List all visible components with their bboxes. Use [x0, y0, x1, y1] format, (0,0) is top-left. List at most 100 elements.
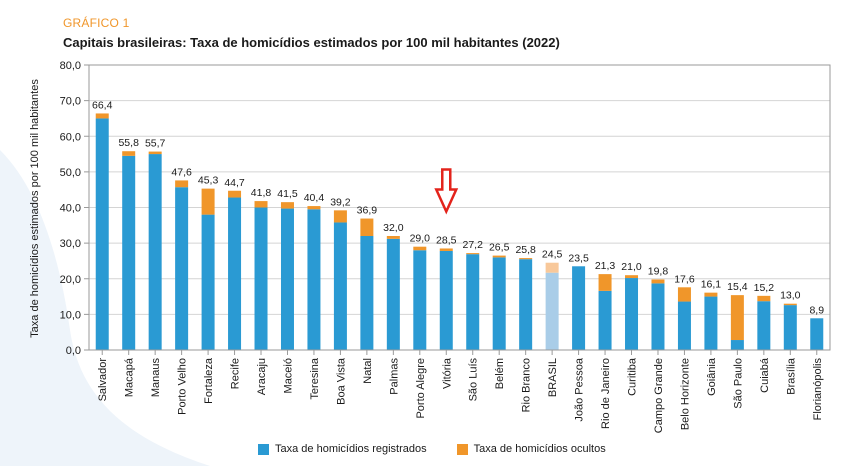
x-tick-label: João Pessoa [574, 357, 586, 421]
x-tick-label: Florianópolis [812, 358, 824, 421]
value-labels: 66,4 55,8 55,7 47,6 45,3 44,7 41,8 41,5 40,4 39,2… [92, 99, 824, 316]
value-label: 25,8 [515, 244, 536, 256]
bar-registrados [175, 187, 189, 350]
bar-registrados [254, 207, 268, 350]
x-tick-label: Teresina [309, 357, 321, 399]
bar-ocultos [704, 292, 718, 297]
x-tick-label: Maceió [282, 358, 294, 393]
x-tick-label: Goiânia [706, 357, 718, 396]
x-tick-label: Vitória [441, 357, 453, 389]
chart-kicker: GRÁFICO 1 [63, 16, 130, 30]
x-tick-label: Brasília [785, 357, 797, 395]
bar-ocultos [95, 113, 109, 119]
bar-registrados [95, 118, 109, 350]
bar-registrados [466, 254, 480, 350]
bar-registrados [201, 214, 215, 350]
bar-registrados [360, 236, 374, 350]
legend-label-ocultos: Taxa de homicídios ocultos [473, 443, 606, 455]
value-label: 55,7 [145, 138, 166, 150]
y-tick-label: 0,0 [66, 345, 81, 357]
x-axis-ticks: Salvador Macapá Manaus Porto Velho Fortaleza… [97, 350, 824, 433]
bar-registrados [757, 301, 771, 350]
x-tick-label: Boa Vista [335, 357, 347, 405]
value-label: 8,9 [809, 304, 824, 316]
x-tick-label: Salvador [97, 358, 109, 402]
bar-registrados [651, 283, 665, 350]
bar-ocultos [280, 202, 294, 209]
bar-ocultos [439, 248, 453, 251]
bar-registrados [572, 266, 586, 350]
y-tick-label: 60,0 [60, 131, 81, 143]
x-tick-label: Curitiba [627, 357, 639, 396]
x-tick-label: Aracaju [256, 358, 268, 395]
bar-registrados [730, 340, 744, 350]
x-tick-label: Natal [362, 358, 374, 384]
bar-ocultos [333, 210, 347, 223]
value-label: 17,6 [674, 273, 695, 285]
bar-registrados [122, 155, 136, 350]
value-label: 21,0 [621, 261, 642, 273]
bar-registrados [386, 238, 400, 350]
value-label: 27,2 [463, 239, 484, 251]
down-arrow-icon [434, 168, 459, 215]
value-label: 19,8 [648, 265, 669, 277]
legend: Taxa de homicídios registrados Taxa de h… [258, 443, 636, 455]
bar-registrados [545, 272, 559, 350]
x-tick-label: Cuiabá [759, 357, 771, 393]
bar-registrados [810, 318, 824, 350]
plot-frame [88, 64, 831, 351]
bar-ocultos [254, 201, 268, 208]
y-axis-label: Taxa de homicídios estimados por 100 mil… [29, 79, 41, 338]
x-tick-label: Palmas [388, 358, 400, 395]
bar-ocultos [492, 255, 506, 258]
value-label: 15,2 [754, 282, 775, 294]
x-tick-label: Porto Alegre [415, 358, 427, 419]
value-label: 21,3 [595, 260, 616, 272]
bar-ocultos [730, 295, 744, 341]
legend-label-registrados: Taxa de homicídios registrados [275, 443, 427, 455]
bar-registrados [333, 222, 347, 350]
x-tick-label: Rio de Janeiro [600, 358, 612, 429]
value-label: 26,5 [489, 242, 510, 254]
legend-item-registrados: Taxa de homicídios registrados [258, 443, 427, 455]
bar-ocultos [519, 258, 533, 260]
x-tick-label: Campo Grande [653, 358, 665, 433]
bar-registrados [439, 250, 453, 350]
x-tick-label: Recife [230, 358, 242, 389]
value-label: 44,7 [224, 177, 245, 189]
legend-swatch-ocultos [456, 443, 468, 455]
bar-ocultos [122, 151, 136, 156]
bar-ocultos [413, 246, 427, 251]
bar-ocultos [228, 190, 242, 198]
y-tick-label: 40,0 [60, 203, 81, 215]
bar-registrados [519, 259, 533, 350]
value-label: 41,8 [251, 187, 272, 199]
chart-title: Capitais brasileiras: Taxa de homicídios… [63, 35, 560, 50]
bar-ocultos [360, 218, 374, 236]
value-label: 47,6 [171, 166, 192, 178]
value-label: 66,4 [92, 99, 113, 111]
y-tick-label: 10,0 [60, 309, 81, 321]
value-label: 45,3 [198, 175, 219, 187]
y-tick-label: 50,0 [60, 167, 81, 179]
y-tick-label: 80,0 [60, 60, 81, 72]
x-tick-label: BRASIL [547, 358, 559, 397]
value-label: 29,0 [410, 233, 431, 245]
bar-ocultos [651, 279, 665, 284]
bar-registrados [492, 257, 506, 350]
y-axis-ticks: 0,0 10,0 20,0 30,0 40,0 50,0 60,0 70,0 80,0 [60, 60, 89, 357]
bar-ocultos [148, 151, 162, 155]
bar-registrados [148, 154, 162, 350]
gridlines [89, 64, 830, 351]
bar-ocultos [307, 206, 321, 210]
bar-registrados [677, 301, 691, 350]
x-tick-label: Macapá [124, 357, 136, 397]
value-label: 36,9 [357, 205, 378, 217]
arrow-shape [434, 168, 459, 215]
x-tick-label: São Luís [468, 358, 480, 402]
value-label: 55,8 [118, 137, 139, 149]
legend-item-ocultos: Taxa de homicídios ocultos [456, 443, 606, 455]
bar-ocultos [201, 188, 215, 215]
